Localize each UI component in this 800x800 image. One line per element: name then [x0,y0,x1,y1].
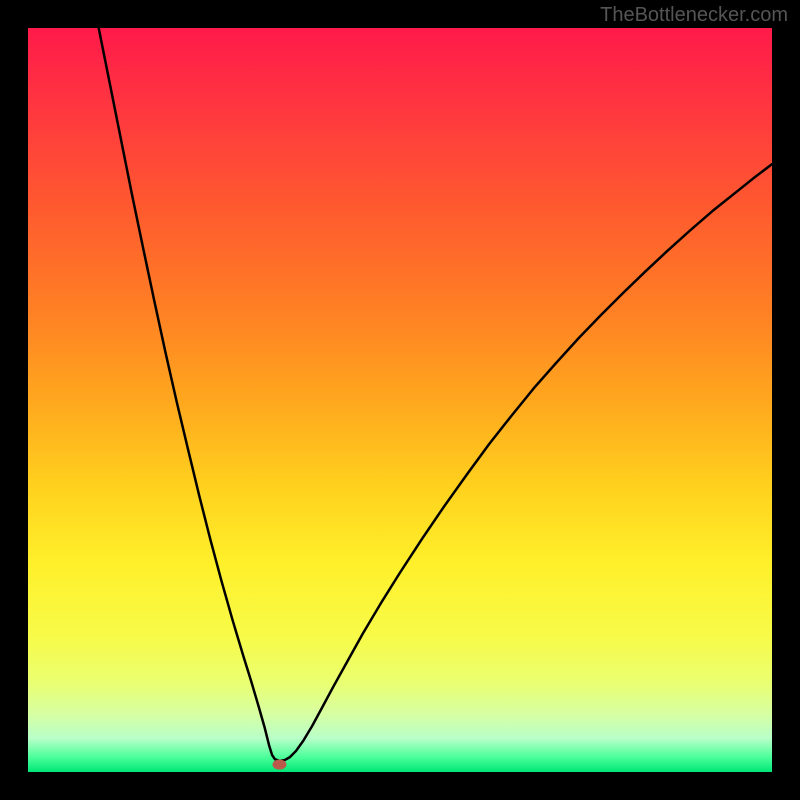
bottleneck-chart [0,0,800,800]
watermark-text: TheBottlenecker.com [600,4,788,27]
plot-background [28,28,772,772]
valley-marker [272,760,286,770]
chart-container: TheBottlenecker.com [0,0,800,800]
